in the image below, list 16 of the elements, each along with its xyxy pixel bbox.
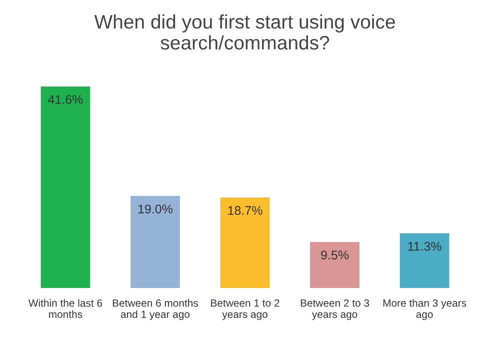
x-tick-label: Within the last 6 months (28, 299, 102, 318)
bar (220, 197, 270, 288)
chart-title: When did you first start using voice search/commands? (94, 14, 395, 50)
bar (40, 86, 90, 288)
bar (130, 196, 180, 288)
data-label: 41.6% (48, 95, 83, 104)
x-tick-label: Between 6 months and 1 year ago (112, 299, 198, 320)
data-label: 9.5% (321, 250, 349, 260)
data-label: 19.0% (138, 204, 173, 214)
bar (400, 233, 450, 288)
x-tick-label: More than 3 years ago (383, 299, 466, 320)
data-label: 11.3% (408, 242, 442, 251)
data-label: 18.7% (228, 206, 262, 215)
x-tick-label: Between 1 to 2 years ago (211, 299, 280, 320)
x-tick-label: Between 2 to 3 years ago (300, 299, 370, 320)
bar (310, 242, 360, 288)
